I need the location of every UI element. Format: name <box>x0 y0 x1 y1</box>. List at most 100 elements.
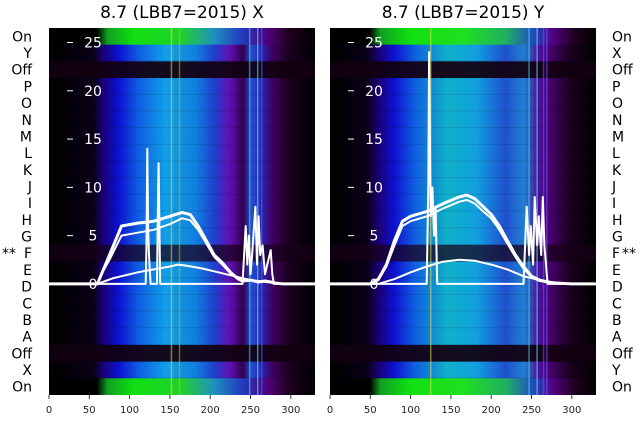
y-tick-label: 20 <box>84 84 102 100</box>
row-label: O <box>612 96 623 112</box>
y-tick-label: 25 <box>365 35 383 51</box>
row-label: C <box>22 296 32 312</box>
row-label: M <box>612 129 624 145</box>
row-label: On <box>612 29 632 45</box>
row-label: I <box>612 196 616 212</box>
heatmap-background <box>49 28 315 395</box>
x-tick-label: 0 <box>46 405 52 416</box>
heatmap-row-edge <box>49 127 315 129</box>
row-label: H <box>21 213 32 229</box>
marked-row-indicator: ** <box>622 246 636 262</box>
row-label: X <box>612 46 622 62</box>
heatmap-row-edge <box>330 110 596 112</box>
heatmap-row-edge <box>330 377 596 379</box>
heatmap-streak <box>528 28 530 395</box>
heatmap-row-on <box>330 378 596 395</box>
row-label: J <box>611 179 616 195</box>
chart-title: 8.7 (LBB7=2015) X <box>100 3 264 23</box>
heatmap-row-edge <box>49 110 315 112</box>
row-label: Off <box>11 346 32 362</box>
heatmap-row-edge <box>330 160 596 162</box>
heatmap-row-edge <box>49 60 315 62</box>
row-label: G <box>612 230 623 246</box>
x-tick-label: 150 <box>160 405 179 416</box>
heatmap-streak <box>256 28 259 395</box>
row-label: K <box>612 163 622 179</box>
row-label: G <box>21 230 32 246</box>
heatmap-row-edge <box>49 310 315 312</box>
row-label: K <box>23 163 33 179</box>
heatmap-row-edge <box>49 243 315 245</box>
series-line <box>49 147 315 285</box>
row-label: M <box>20 129 32 145</box>
y-tick-label: 0 <box>89 277 98 293</box>
y-tick-label: 20 <box>365 84 383 100</box>
heatmap-row-edge <box>330 243 596 245</box>
y-tick-label: 0 <box>370 277 379 293</box>
x-tick-labels: 0 50 100 150 200 250 300 <box>327 395 581 416</box>
y-tick-label: 15 <box>84 132 102 148</box>
row-label: P <box>24 79 32 95</box>
panel-y: 8.7 (LBB7=2015) Y 0 5 10 15 20 25 0 50 100 150 20… <box>327 3 636 416</box>
heatmap-row-edge <box>330 60 596 62</box>
heatmap-streak <box>178 28 181 395</box>
heatmap-row-on <box>49 28 315 45</box>
row-label: P <box>612 79 620 95</box>
heatmap-row-edge <box>49 377 315 379</box>
heatmap-row-edge <box>330 210 596 212</box>
row-label: I <box>28 196 32 212</box>
heatmap-streak <box>248 28 251 395</box>
row-label: On <box>12 29 32 45</box>
heatmap-row-edge <box>49 327 315 329</box>
heatmap-row-edge <box>330 293 596 295</box>
x-tick-labels: 0 50 100 150 200 250 300 <box>46 395 300 416</box>
row-label: N <box>612 113 622 129</box>
y-tick-label: 15 <box>365 132 383 148</box>
heatmap-row-edge <box>330 327 596 329</box>
heatmap-row-edge <box>49 227 315 229</box>
row-label: Y <box>611 363 621 379</box>
heatmap-streak <box>536 28 538 395</box>
heatmap-row-edge <box>330 143 596 145</box>
heatmap-row-off <box>49 61 315 79</box>
row-label: On <box>612 380 632 396</box>
x-tick-label: 50 <box>364 405 377 416</box>
marked-row-indicator: ** <box>2 246 16 262</box>
series-lines <box>330 51 596 286</box>
row-label: Off <box>11 63 32 79</box>
x-tick-label: 300 <box>562 405 581 416</box>
heatmap-row-edge <box>49 193 315 195</box>
heatmap-streak <box>170 28 173 395</box>
series-lines <box>49 147 315 286</box>
heatmap-row-edge <box>330 93 596 95</box>
heatmap-streak <box>260 28 263 395</box>
heatmap-row-edge <box>330 227 596 229</box>
heatmap-row-edge <box>330 177 596 179</box>
row-label: On <box>12 380 32 396</box>
heatmap-row-f <box>330 244 596 262</box>
row-label: Y <box>22 46 32 62</box>
row-label: A <box>22 330 32 346</box>
heatmap-row-edge <box>330 343 596 345</box>
heatmap-row-edge <box>49 93 315 95</box>
heatmap-row-edge <box>330 310 596 312</box>
row-label: C <box>612 296 622 312</box>
heatmap-row-on <box>49 378 315 395</box>
x-tick-label: 100 <box>120 405 139 416</box>
row-label: E <box>612 263 621 279</box>
row-label: J <box>27 179 32 195</box>
row-label: B <box>22 313 32 329</box>
heatmap-body <box>330 28 596 395</box>
y-tick-label: 10 <box>365 180 383 196</box>
y-tick-label: 5 <box>370 229 379 245</box>
heatmap-row-edge <box>49 210 315 212</box>
x-tick-label: 250 <box>522 405 541 416</box>
x-tick-label: 100 <box>401 405 420 416</box>
y-tick-label: 5 <box>89 229 98 245</box>
x-tick-label: 50 <box>83 405 96 416</box>
heatmap-row-edge <box>49 277 315 279</box>
heatmap-row-edge <box>330 193 596 195</box>
row-label: H <box>612 213 623 229</box>
